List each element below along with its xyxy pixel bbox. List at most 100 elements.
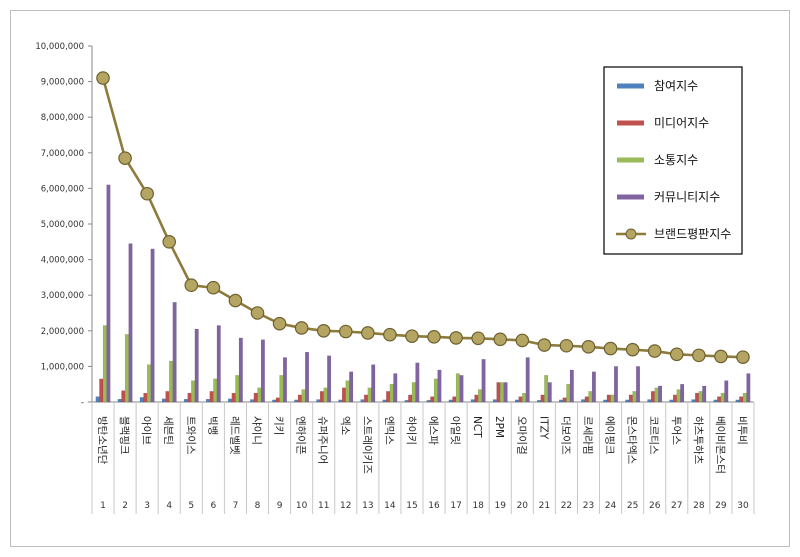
- bar-1-24: [603, 399, 608, 403]
- line-point-28: [692, 348, 706, 363]
- x-rank-label: 7: [233, 501, 239, 511]
- bar-1-15: [404, 400, 409, 403]
- x-rank-label: 12: [340, 501, 351, 511]
- bar-2-24: [606, 394, 611, 403]
- line-point-16: [427, 330, 441, 344]
- bar-2-12: [342, 387, 346, 403]
- bar-4-16: [437, 369, 442, 403]
- bar-4-9: [283, 357, 287, 403]
- bar-4-6: [216, 325, 221, 403]
- bar-1-25: [625, 399, 630, 403]
- bar-3-5: [191, 380, 196, 403]
- x-rank-label: 22: [561, 501, 572, 511]
- x-rank-label: 6: [210, 501, 216, 511]
- bar-2-30: [739, 396, 744, 403]
- x-category-label: 빅뱅: [206, 416, 218, 435]
- bar-4-24: [614, 366, 618, 403]
- x-rank-label: 26: [649, 501, 661, 511]
- x-category-label: 하츠투하츠: [692, 416, 705, 465]
- legend-label: 소통지수: [654, 153, 698, 167]
- legend-swatch: [617, 83, 644, 89]
- x-rank-label: 17: [450, 501, 461, 511]
- bar-4-10: [305, 352, 309, 403]
- line-point-24: [603, 341, 618, 356]
- bar-3-14: [389, 384, 394, 403]
- y-tick-label: -: [81, 398, 84, 408]
- bar-4-11: [327, 355, 332, 403]
- bar-3-17: [455, 373, 460, 403]
- bar-1-6: [206, 399, 210, 403]
- x-category-label: 샤이니: [251, 416, 263, 445]
- y-tick-label: 3,000,000: [41, 291, 84, 301]
- bar-3-4: [169, 360, 173, 403]
- bar-4-28: [702, 385, 707, 403]
- x-category-label: 에스파: [427, 416, 439, 445]
- x-category-label: 에이핑크: [604, 416, 616, 455]
- x-rank-label: 1: [100, 501, 106, 511]
- legend-label: 참여지수: [654, 79, 698, 93]
- bar-2-19: [496, 382, 501, 403]
- bar-2-5: [187, 392, 192, 403]
- bar-3-28: [698, 391, 703, 403]
- bar-4-22: [569, 369, 574, 403]
- bar-3-26: [654, 387, 659, 403]
- bar-3-2: [124, 334, 129, 403]
- legend-swatch: [617, 194, 644, 200]
- bar-2-28: [695, 392, 699, 403]
- bar-4-18: [481, 359, 486, 403]
- x-rank-label: 23: [583, 501, 594, 511]
- bar-1-2: [117, 399, 122, 403]
- x-rank-label: 15: [406, 501, 417, 511]
- bar-2-11: [319, 391, 324, 403]
- bar-4-14: [393, 373, 398, 403]
- line-point-19: [493, 332, 508, 347]
- bar-3-27: [676, 389, 681, 403]
- legend-swatch: [617, 120, 644, 126]
- line-point-18: [471, 331, 485, 346]
- bar-4-17: [459, 375, 464, 403]
- line-point-15: [405, 329, 419, 343]
- x-rank-label: 10: [296, 501, 308, 511]
- y-tick-label: 7,000,000: [41, 149, 84, 159]
- bar-1-1: [95, 396, 100, 403]
- bar-3-23: [588, 391, 593, 403]
- y-tick-label: 10,000,000: [35, 42, 84, 52]
- x-category-label: 투어스: [670, 416, 682, 445]
- bar-1-3: [139, 397, 144, 403]
- bar-1-5: [183, 399, 188, 403]
- x-rank-label: 2: [122, 501, 128, 511]
- bar-1-19: [492, 399, 497, 403]
- x-rank-label: 16: [428, 501, 440, 511]
- line-point-14: [383, 327, 397, 342]
- bar-3-12: [345, 380, 350, 403]
- bar-4-3: [150, 248, 155, 403]
- x-category-label: 베이비몬스터: [714, 416, 726, 474]
- bar-series: [95, 184, 751, 403]
- x-rank-label: 11: [318, 501, 329, 511]
- line-point-29: [714, 349, 728, 364]
- line-point-21: [537, 338, 552, 352]
- bar-1-18: [470, 399, 475, 403]
- line-point-5: [184, 278, 199, 293]
- x-rank-label: 29: [715, 501, 727, 511]
- x-category-label: 르세라핌: [582, 416, 594, 455]
- bar-1-26: [647, 399, 652, 403]
- x-category-label: 몬스타엑스: [626, 416, 638, 465]
- bar-4-4: [172, 302, 177, 403]
- x-category-label: 코르티스: [648, 416, 660, 455]
- bar-3-9: [279, 375, 284, 403]
- x-category-label: NCT: [471, 416, 483, 438]
- bar-4-21: [547, 382, 552, 403]
- line-series: [96, 71, 750, 364]
- legend-label: 미디어지수: [654, 116, 709, 130]
- x-category-label: 하이키: [405, 416, 418, 445]
- bar-2-15: [408, 394, 413, 403]
- bar-3-29: [720, 392, 725, 403]
- x-category-label: 레드벨벳: [228, 416, 240, 455]
- bar-3-7: [235, 375, 240, 403]
- bar-2-3: [143, 392, 148, 403]
- x-category-label: 방탄소년단: [96, 416, 108, 465]
- bar-1-27: [669, 399, 674, 403]
- bar-2-20: [518, 396, 523, 403]
- bar-2-17: [452, 396, 457, 403]
